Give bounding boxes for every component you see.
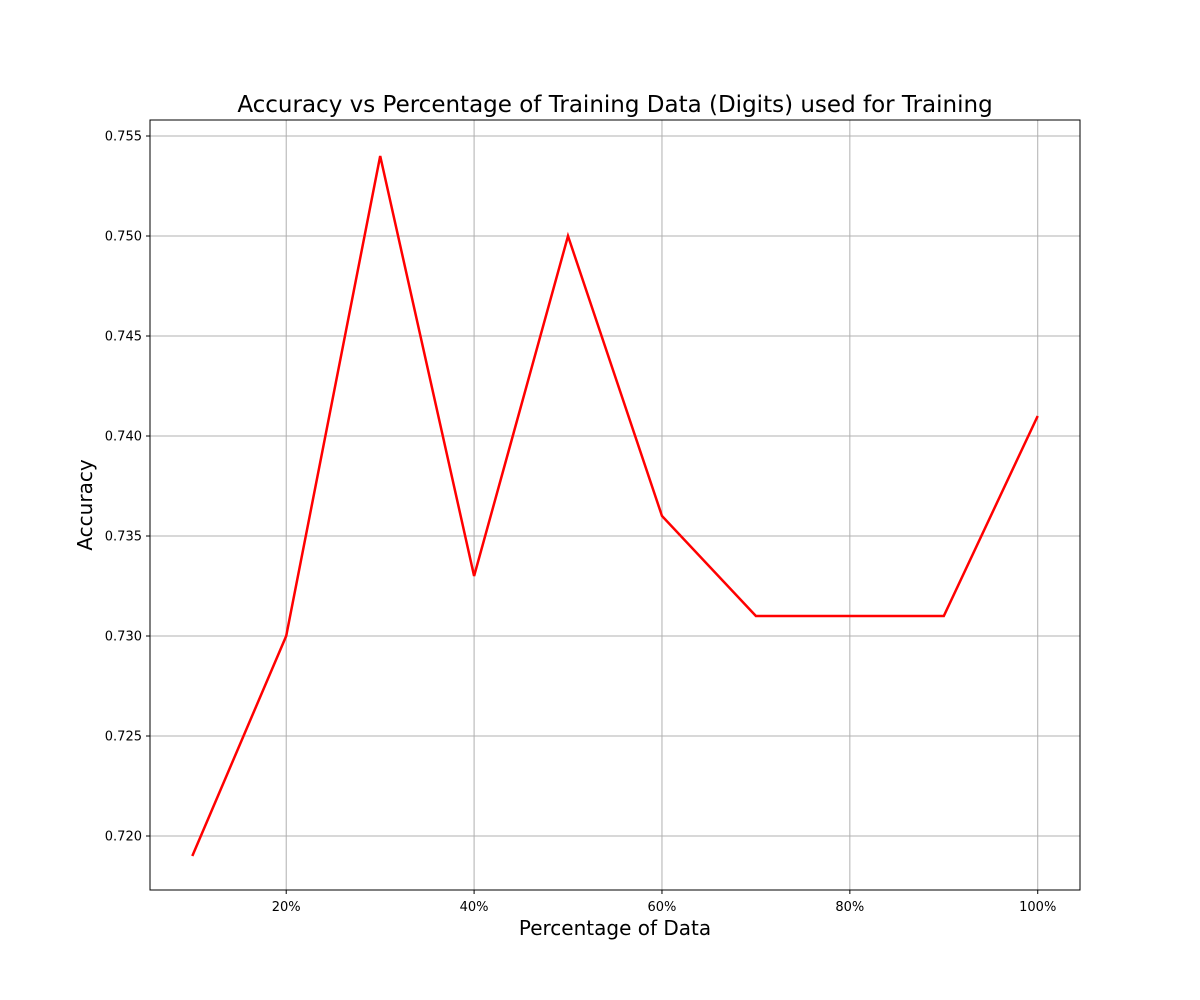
- x-tick-label: 40%: [460, 900, 489, 915]
- x-axis-label: Percentage of Data: [519, 916, 711, 940]
- grid-lines: [150, 120, 1080, 890]
- y-tick-label: 0.735: [105, 530, 142, 545]
- x-tick-label: 80%: [835, 900, 864, 915]
- y-axis-ticks: 0.720 0.725 0.730 0.735 0.740 0.745 0.750 0.755: [105, 130, 150, 845]
- x-tick-label: 100%: [1019, 900, 1056, 915]
- plot-frame: [149, 119, 1081, 891]
- y-tick-label: 0.745: [105, 330, 142, 345]
- y-tick-label: 0.750: [105, 230, 142, 245]
- chart-title: Accuracy vs Percentage of Training Data …: [237, 92, 992, 118]
- x-tick-label: 20%: [272, 900, 301, 915]
- y-tick-label: 0.720: [105, 830, 142, 845]
- y-axis-label: Accuracy: [73, 459, 97, 550]
- x-axis-ticks: 20% 40% 60% 80% 100%: [272, 890, 1056, 915]
- y-tick-label: 0.740: [105, 430, 142, 445]
- series-group: [191, 155, 1039, 857]
- y-tick-label: 0.755: [105, 130, 142, 145]
- series-line: [191, 155, 1039, 857]
- y-tick-label: 0.730: [105, 630, 142, 645]
- y-tick-label: 0.725: [105, 730, 142, 745]
- x-tick-label: 60%: [648, 900, 677, 915]
